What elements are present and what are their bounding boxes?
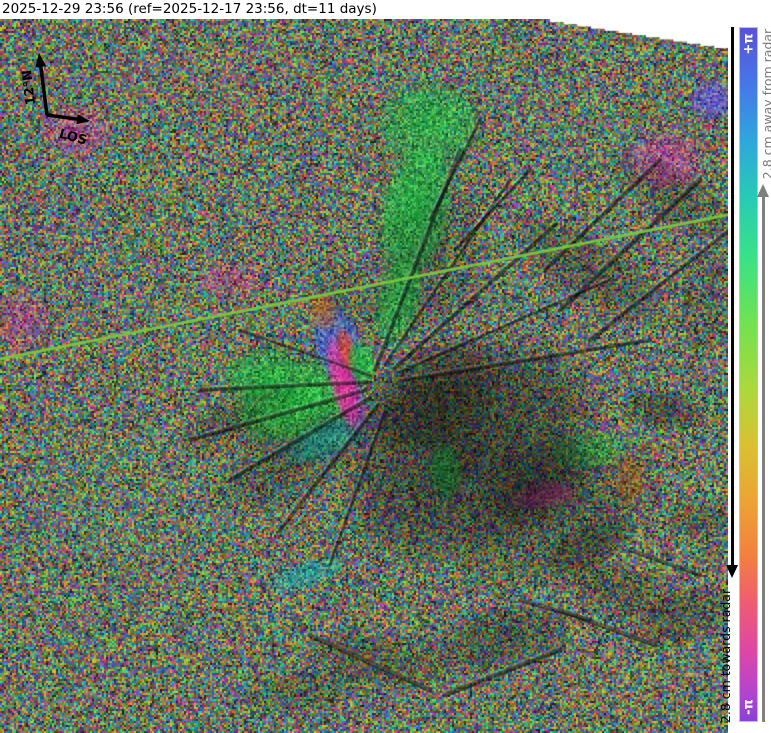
north-arrow-icon (35, 53, 47, 68)
los-arrow-shaft (46, 113, 78, 121)
interferogram-image (0, 19, 728, 733)
colorbar-max-label: +π (741, 33, 757, 55)
colorbar-away-label: 2.8 cm away from radar (759, 28, 771, 180)
interferogram-plot (0, 19, 728, 733)
compass-annotation: 12°N LOS (20, 53, 90, 149)
away-arrow-shaft (762, 196, 765, 722)
figure-title: 2025-12-29 23:56 (ref=2025-12-17 23:56, … (2, 1, 377, 17)
down-arrow-icon (726, 565, 738, 578)
colorbar-min-label: -π (741, 699, 757, 715)
los-arrow-label: LOS (57, 127, 88, 149)
north-arrow-label: 12°N (20, 69, 39, 106)
towards-arrow-shaft (731, 27, 734, 565)
los-arrow-icon (76, 114, 90, 125)
colorbar-towards-label: 2.8 cm towards radar (717, 588, 733, 724)
phase-colorbar (739, 27, 758, 722)
up-arrow-icon (757, 184, 769, 197)
north-arrow-shaft (39, 66, 49, 116)
